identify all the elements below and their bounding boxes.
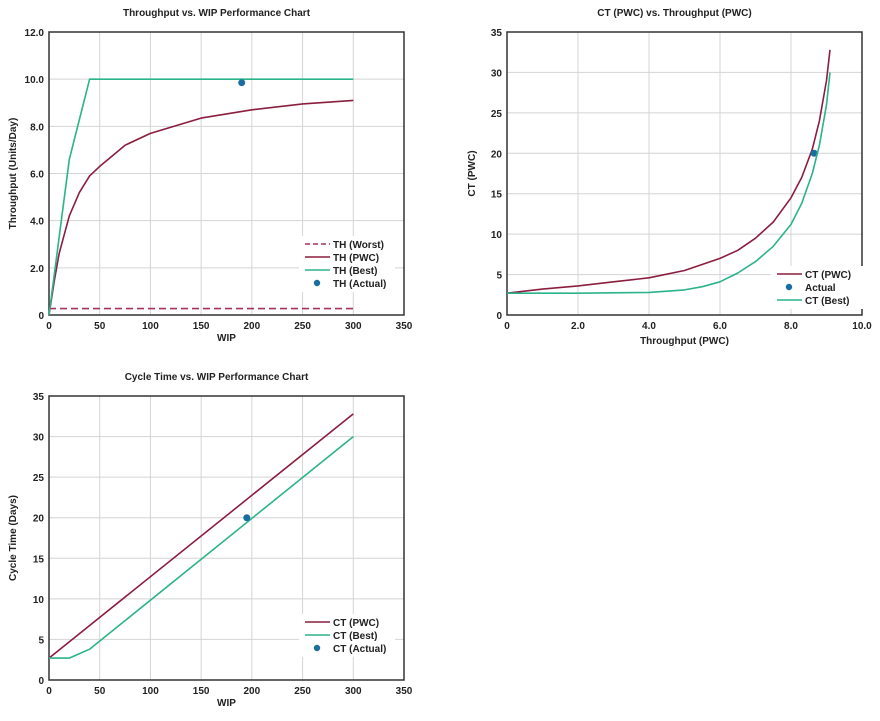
x-tick-label: 10.0 (852, 321, 872, 332)
x-tick-label: 200 (244, 686, 261, 697)
y-axis-label: Cycle Time (Days) (8, 495, 19, 581)
x-tick-label: 250 (294, 321, 311, 332)
series-line-ct-pwc- (48, 413, 354, 659)
series-line-ct-best- (507, 72, 831, 295)
x-tick-label: 300 (345, 686, 362, 697)
x-tick-label: 0 (504, 321, 510, 332)
chart-title: CT (PWC) vs. Throughput (PWC) (597, 8, 751, 19)
legend-label: TH (Best) (333, 266, 377, 277)
series-line-ct-best- (49, 435, 354, 659)
series-line-th-best- (48, 78, 354, 316)
y-tick-label: 20 (33, 514, 45, 525)
series-line-th-pwc- (48, 99, 354, 316)
x-tick-label: 2.0 (571, 321, 585, 332)
legend-label: CT (Best) (805, 296, 849, 307)
legend-label: CT (PWC) (333, 618, 379, 629)
y-tick-label: 15 (33, 554, 45, 565)
chart-2: 0 2.0 4.0 6.0 8.0 10.0 0 5 10 15 20 25 30 35 CT (PWC) … (467, 8, 872, 347)
x-tick-label: 350 (396, 321, 413, 332)
y-tick-label: 12.0 (25, 28, 45, 39)
legend-marker (313, 279, 321, 287)
y-tick-label: 20 (491, 149, 503, 160)
legend-label: CT (Actual) (333, 644, 386, 655)
y-axis-label: Throughput (Units/Day) (8, 118, 19, 230)
plot-frame (48, 31, 405, 316)
data-point-th-actual- (238, 79, 246, 87)
legend-label: Actual (805, 283, 836, 294)
y-tick-label: 8.0 (30, 122, 44, 133)
y-tick-label: 0 (496, 311, 502, 322)
x-tick-label: 50 (94, 321, 106, 332)
plot-frame (48, 395, 405, 681)
x-axis-label: WIP (217, 333, 236, 344)
x-tick-label: 150 (193, 686, 210, 697)
x-tick-label: 350 (396, 686, 413, 697)
legend-label: TH (Worst) (333, 240, 384, 251)
legend: CT (PWC) Actual CT (Best) (771, 266, 867, 309)
x-tick-label: 200 (244, 321, 261, 332)
y-tick-label: 25 (491, 109, 503, 120)
x-tick-label: 300 (345, 321, 362, 332)
x-tick-label: 100 (142, 321, 159, 332)
legend-marker (313, 644, 321, 652)
x-tick-label: 100 (142, 686, 159, 697)
y-tick-label: 10.0 (25, 75, 45, 86)
y-tick-label: 5 (496, 271, 502, 282)
chart-title: Cycle Time vs. WIP Performance Chart (125, 372, 309, 383)
legend: CT (PWC) CT (Best) CT (Actual) (299, 614, 395, 657)
x-tick-label: 4.0 (642, 321, 656, 332)
x-tick-label: 8.0 (784, 321, 798, 332)
data-point-actual (810, 149, 818, 157)
y-tick-label: 4.0 (30, 217, 44, 228)
x-tick-label: 6.0 (713, 321, 727, 332)
data-point-ct-actual- (243, 514, 251, 522)
series-line-ct-pwc- (506, 49, 831, 294)
y-tick-label: 0 (38, 676, 44, 687)
y-tick-label: 10 (491, 230, 503, 241)
legend-marker (785, 283, 793, 291)
plot-frame (506, 31, 863, 316)
legend-label: TH (PWC) (333, 253, 379, 264)
y-tick-label: 30 (33, 433, 45, 444)
x-axis-label: WIP (217, 698, 236, 709)
y-axis-label: CT (PWC) (467, 150, 478, 196)
y-tick-label: 25 (33, 473, 45, 484)
legend: TH (Worst) TH (PWC) TH (Best) TH (Actual) (299, 236, 395, 292)
x-tick-label: 250 (294, 686, 311, 697)
x-tick-label: 0 (46, 321, 52, 332)
legend-label: TH (Actual) (333, 279, 386, 290)
y-tick-label: 6.0 (30, 170, 44, 181)
x-tick-label: 150 (193, 321, 210, 332)
y-tick-label: 15 (491, 190, 503, 201)
chart-3: 0 50 100 150 200 250 300 350 0 5 10 15 20 25 30 35 Cycle… (8, 372, 413, 709)
y-tick-label: 10 (33, 595, 45, 606)
legend-label: CT (PWC) (805, 270, 851, 281)
y-tick-label: 5 (38, 635, 44, 646)
x-tick-label: 50 (94, 686, 106, 697)
y-tick-label: 2.0 (30, 264, 44, 275)
y-tick-label: 35 (33, 392, 45, 403)
y-tick-label: 35 (491, 28, 503, 39)
chart-title: Throughput vs. WIP Performance Chart (123, 8, 311, 19)
legend-label: CT (Best) (333, 631, 377, 642)
y-tick-label: 30 (491, 68, 503, 79)
y-tick-label: 0 (38, 311, 44, 322)
chart-1: 0 50 100 150 200 250 300 350 0 2.0 4.0 6.0 8.0 10.0 12… (8, 8, 413, 344)
x-axis-label: Throughput (PWC) (640, 336, 729, 347)
x-tick-label: 0 (46, 686, 52, 697)
